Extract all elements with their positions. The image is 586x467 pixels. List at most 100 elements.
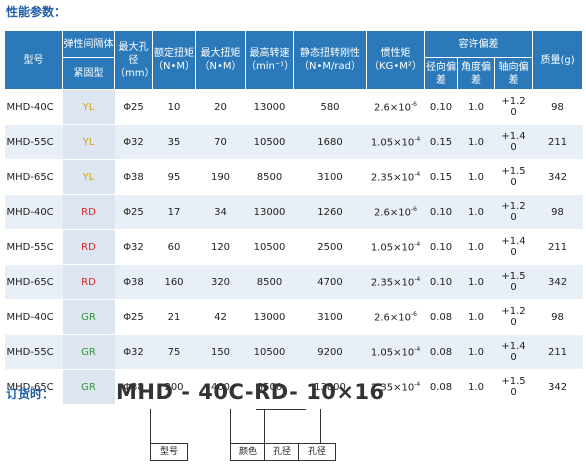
header-elastic-sub: 紧固型 bbox=[62, 57, 115, 90]
bore-cell: Φ38 bbox=[114, 159, 153, 195]
stiffness-cell: 4700 bbox=[293, 264, 367, 300]
mass-cell: 342 bbox=[532, 264, 583, 300]
elastic-cell: RD bbox=[62, 229, 115, 265]
mass-cell: 211 bbox=[532, 124, 583, 160]
header-model: 型号 bbox=[4, 30, 63, 90]
angular-cell: 1.0 bbox=[457, 334, 495, 370]
axial-cell: +1.2 0 bbox=[494, 194, 533, 230]
elastic-cell: GR bbox=[62, 369, 115, 405]
header-max-speed: 最高转速（min⁻¹） bbox=[245, 30, 294, 90]
stiffness-cell: 1680 bbox=[293, 124, 367, 160]
max-torque-cell: 150 bbox=[195, 334, 246, 370]
bore-cell: Φ38 bbox=[114, 264, 153, 300]
max-speed-cell: 13000 bbox=[245, 89, 294, 125]
rated-torque-cell: 10 bbox=[152, 89, 196, 125]
max-speed-cell: 8500 bbox=[245, 369, 294, 405]
spec-table: 型号 弹性间隔体 最大孔径（mm） 额定扭矩（N•M） 最大扭矩（N•M） 最高… bbox=[4, 30, 584, 405]
inertia-cell: 2.6×10-6 bbox=[366, 194, 425, 230]
label-model: 型号 bbox=[150, 443, 188, 461]
label-bore-1: 孔径 bbox=[264, 443, 300, 461]
model-cell: MHD-55C bbox=[4, 334, 63, 370]
axial-cell: +1.2 0 bbox=[494, 299, 533, 335]
header-tolerance: 容许偏差 bbox=[423, 30, 534, 58]
stiffness-cell: 13800 bbox=[293, 369, 367, 405]
leader-color bbox=[230, 409, 231, 443]
order-code: MHD - 40C-RD- 10×16 bbox=[116, 380, 385, 404]
header-mass: 质量(g) bbox=[532, 30, 584, 90]
inertia-cell: 1.05×10-4 bbox=[366, 229, 425, 265]
max-speed-cell: 10500 bbox=[245, 124, 294, 160]
angular-cell: 1.0 bbox=[457, 124, 495, 160]
inertia-cell: 2.6×10-6 bbox=[366, 89, 425, 125]
mass-cell: 342 bbox=[532, 369, 583, 405]
max-speed-cell: 8500 bbox=[245, 264, 294, 300]
radial-cell: 0.10 bbox=[424, 89, 458, 125]
angular-cell: 1.0 bbox=[457, 299, 495, 335]
leader-model bbox=[150, 409, 151, 443]
angular-cell: 1.0 bbox=[457, 369, 495, 405]
axial-cell: +1.4 0 bbox=[494, 334, 533, 370]
model-cell: MHD-55C bbox=[4, 229, 63, 265]
inertia-cell: 2.35×10-4 bbox=[366, 264, 425, 300]
angular-cell: 1.0 bbox=[457, 89, 495, 125]
bore-cell: Φ32 bbox=[114, 124, 153, 160]
max-torque-cell: 34 bbox=[195, 194, 246, 230]
max-speed-cell: 13000 bbox=[245, 194, 294, 230]
label-color: 颜色 bbox=[230, 443, 266, 461]
model-cell: MHD-65C bbox=[4, 159, 63, 195]
radial-cell: 0.08 bbox=[424, 334, 458, 370]
elastic-cell: RD bbox=[62, 264, 115, 300]
max-torque-cell: 42 bbox=[195, 299, 246, 335]
radial-cell: 0.10 bbox=[424, 194, 458, 230]
table-row: MHD-55C YL Φ32 35 70 10500 1680 1.05×10-4 0.15 1.… bbox=[4, 124, 583, 160]
header-elastic: 弹性间隔体 bbox=[62, 30, 115, 58]
model-cell: MHD-65C bbox=[4, 264, 63, 300]
mass-cell: 342 bbox=[532, 159, 583, 195]
table-row: MHD-40C GR Φ25 21 42 13000 3100 2.6×10-6 0.08 1.0… bbox=[4, 299, 583, 335]
label-bore-2: 孔径 bbox=[298, 443, 336, 461]
axial-cell: +1.4 0 bbox=[494, 124, 533, 160]
max-torque-cell: 400 bbox=[195, 369, 246, 405]
stiffness-cell: 9200 bbox=[293, 334, 367, 370]
rated-torque-cell: 60 bbox=[152, 229, 196, 265]
rated-torque-cell: 35 bbox=[152, 124, 196, 160]
angular-cell: 1.0 bbox=[457, 264, 495, 300]
inertia-cell: 2.35×10-4 bbox=[366, 369, 425, 405]
header-angular: 角度偏差 bbox=[457, 57, 495, 90]
radial-cell: 0.08 bbox=[424, 299, 458, 335]
bore-cell: Φ32 bbox=[114, 334, 153, 370]
rated-torque-cell: 17 bbox=[152, 194, 196, 230]
max-torque-cell: 190 bbox=[195, 159, 246, 195]
bore-cell: Φ25 bbox=[114, 194, 153, 230]
angular-cell: 1.0 bbox=[457, 159, 495, 195]
angular-cell: 1.0 bbox=[457, 194, 495, 230]
axial-cell: +1.5 0 bbox=[494, 264, 533, 300]
max-speed-cell: 10500 bbox=[245, 334, 294, 370]
mass-cell: 98 bbox=[532, 299, 583, 335]
table-row: MHD-65C YL Φ38 95 190 8500 3100 2.35×10-4 0.15 1.… bbox=[4, 159, 583, 195]
model-cell: MHD-40C bbox=[4, 89, 63, 125]
table-row: MHD-65C RD Φ38 160 320 8500 4700 2.35×10-4 0.10 1… bbox=[4, 264, 583, 300]
table-row: MHD-55C RD Φ32 60 120 10500 2500 1.05×10-4 0.10 1… bbox=[4, 229, 583, 265]
axial-cell: +1.5 0 bbox=[494, 369, 533, 405]
rated-torque-cell: 75 bbox=[152, 334, 196, 370]
section-title: 性能参数： bbox=[6, 5, 67, 19]
elastic-cell: YL bbox=[62, 124, 115, 160]
max-torque-cell: 320 bbox=[195, 264, 246, 300]
stiffness-cell: 3100 bbox=[293, 299, 367, 335]
model-cell: MHD-40C bbox=[4, 194, 63, 230]
model-cell: MHD-55C bbox=[4, 124, 63, 160]
rated-torque-cell: 200 bbox=[152, 369, 196, 405]
model-cell: MHD-65C bbox=[4, 369, 63, 405]
order-title: 订货时： bbox=[6, 387, 55, 401]
table-row: MHD-40C RD Φ25 17 34 13000 1260 2.6×10-6 0.10 1.0… bbox=[4, 194, 583, 230]
header-radial: 径向偏差 bbox=[424, 57, 458, 90]
bore-cell: Φ25 bbox=[114, 299, 153, 335]
rated-torque-cell: 21 bbox=[152, 299, 196, 335]
table-row: MHD-55C GR Φ32 75 150 10500 9200 1.05×10-4 0.08 1… bbox=[4, 334, 583, 370]
max-torque-cell: 70 bbox=[195, 124, 246, 160]
rated-torque-cell: 160 bbox=[152, 264, 196, 300]
max-speed-cell: 13000 bbox=[245, 299, 294, 335]
max-speed-cell: 8500 bbox=[245, 159, 294, 195]
max-torque-cell: 120 bbox=[195, 229, 246, 265]
